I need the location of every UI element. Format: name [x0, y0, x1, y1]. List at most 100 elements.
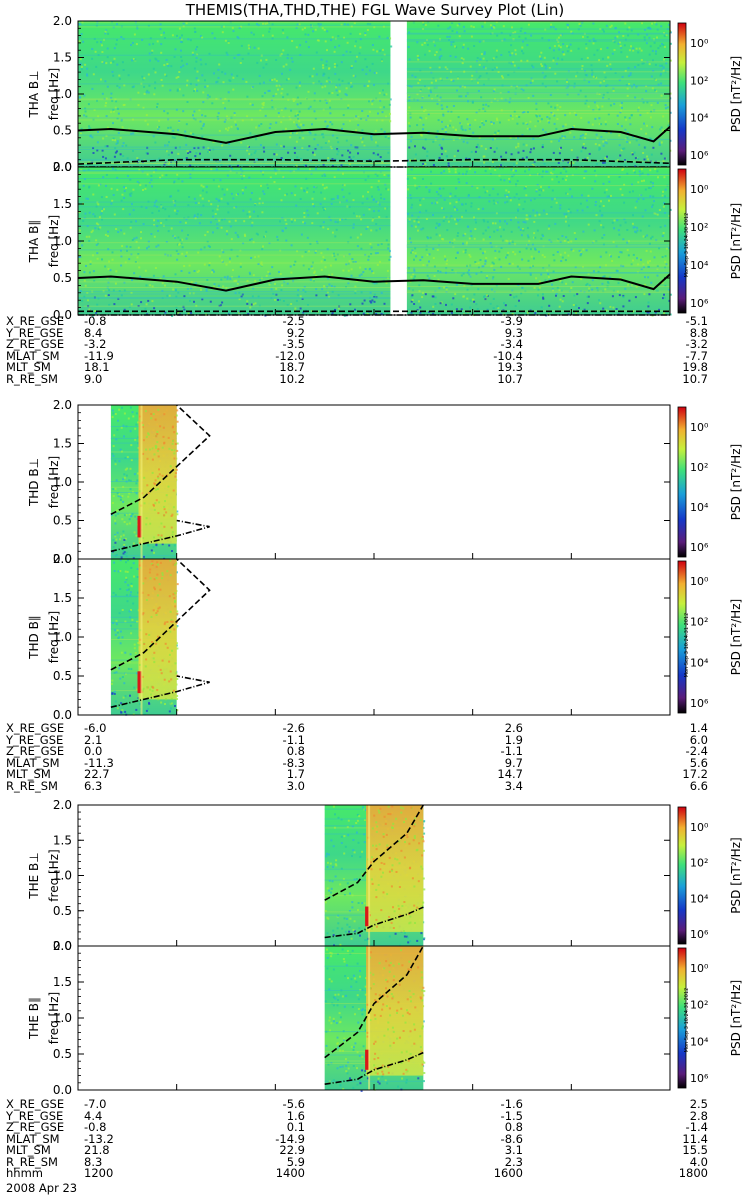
spectrogram-pixel: [324, 901, 327, 904]
spectrogram-pixel: [158, 473, 161, 476]
spectrogram-pixel: [455, 283, 458, 286]
spectrogram-pixel: [384, 822, 387, 825]
spectrogram-pixel: [600, 48, 602, 51]
spectrogram-pixel: [128, 610, 131, 613]
spectrogram-pixel: [492, 57, 495, 60]
spectrogram-pixel: [161, 543, 164, 546]
spectrogram-pixel: [628, 117, 631, 120]
spectrogram-pixel: [342, 878, 345, 881]
spectrogram-pixel: [598, 108, 601, 111]
spectrogram-pixel: [147, 433, 150, 436]
spectrogram-pixel: [656, 170, 659, 173]
spectrogram-pixel: [529, 120, 532, 123]
spectrogram-pixel: [106, 145, 109, 148]
spectrogram-pixel: [464, 129, 467, 132]
spectrogram-pixel: [169, 670, 172, 673]
spectrogram-band: [78, 206, 391, 208]
spectrogram-pixel: [218, 219, 221, 222]
spectrogram-pixel: [660, 72, 662, 75]
spectrogram-pixel: [480, 96, 483, 99]
spectrogram-pixel: [621, 193, 624, 196]
spectrogram-pixel: [237, 37, 240, 40]
spectrogram-pixel: [322, 256, 325, 259]
spectrogram-pixel: [355, 129, 358, 132]
spectrogram-pixel: [491, 261, 494, 264]
spectrogram-pixel: [634, 157, 637, 160]
spectrogram-pixel: [346, 23, 349, 26]
spectrogram-pixel: [371, 299, 374, 302]
spectrogram-pixel: [259, 279, 261, 282]
spectrogram-pixel: [599, 266, 602, 269]
spectrogram-pixel: [411, 249, 414, 252]
spectrogram-pixel: [142, 78, 145, 81]
spectrogram-pixel: [494, 311, 497, 314]
spectrogram-pixel: [425, 218, 428, 220]
spectrogram-pixel: [581, 209, 584, 212]
spectrogram-pixel: [223, 218, 226, 221]
spectrogram-pixel: [154, 141, 157, 144]
spectrogram-pixel: [431, 202, 434, 205]
spectrogram-pixel: [508, 61, 511, 64]
spectrogram-pixel: [641, 215, 644, 218]
spectrogram-pixel: [587, 223, 590, 226]
spectrogram-pixel: [559, 253, 562, 256]
spectrogram-pixel: [84, 63, 87, 66]
spectrogram-pixel: [136, 576, 139, 578]
spectrogram-pixel: [129, 653, 132, 656]
spectrogram-pixel: [494, 257, 497, 259]
spectrogram-pixel: [164, 500, 166, 503]
spectrogram-pixel: [450, 43, 453, 46]
spectrogram-pixel: [269, 176, 272, 179]
spectrogram-pixel: [367, 258, 370, 261]
spectrogram-pixel: [341, 154, 344, 157]
spectrogram-pixel: [495, 117, 498, 120]
spectrogram-pixel: [610, 194, 612, 197]
spectrogram-pixel: [119, 630, 122, 633]
spectrogram-pixel: [436, 94, 439, 97]
spectrogram-pixel: [366, 197, 369, 200]
spectrogram-pixel: [158, 606, 161, 609]
spectrogram-pixel: [217, 118, 220, 121]
spectrogram-band: [78, 172, 391, 174]
spectrogram-pixel: [350, 268, 353, 271]
spectrogram-pixel: [255, 158, 258, 161]
spectrogram-band: [406, 167, 670, 169]
spectrogram-pixel: [313, 153, 316, 156]
spectrogram-pixel: [295, 123, 298, 126]
spectrogram-pixel: [513, 296, 516, 299]
spectrogram-pixel: [140, 237, 142, 240]
spectrogram-pixel: [617, 256, 620, 259]
spectrogram-pixel: [430, 71, 433, 74]
spectrogram-pixel: [137, 246, 140, 249]
spectrogram-pixel: [566, 93, 569, 96]
spectrogram-pixel: [114, 487, 117, 490]
spectrogram-pixel: [591, 187, 594, 190]
spectrogram-pixel: [343, 852, 346, 855]
spectrogram-pixel: [201, 298, 204, 301]
spectrogram-pixel: [112, 110, 115, 113]
spectrogram-pixel: [541, 146, 544, 149]
spectrogram-pixel: [602, 182, 605, 185]
spectrogram-pixel: [95, 222, 98, 225]
spectrogram-pixel: [439, 48, 442, 51]
spectrogram-pixel: [221, 260, 224, 263]
spectrogram-pixel: [630, 114, 633, 117]
spectrogram-pixel: [147, 594, 150, 597]
spectrogram-pixel: [175, 621, 178, 624]
spectrogram-pixel: [618, 31, 620, 34]
spectrogram-pixel: [200, 214, 203, 217]
spectrogram-pixel: [541, 71, 544, 74]
spectrogram-pixel: [78, 211, 81, 214]
spectrogram-pixel: [343, 255, 345, 258]
spectrogram-pixel: [559, 46, 562, 49]
spectrogram-pixel: [465, 95, 467, 98]
spectrogram-band: [78, 54, 391, 56]
spectrogram-pixel: [632, 190, 634, 193]
spectrogram-pixel: [585, 170, 588, 173]
spectrogram-pixel: [249, 239, 251, 241]
spectrogram-pixel: [366, 29, 369, 31]
spectrogram-pixel: [487, 226, 490, 229]
spectrogram-pixel: [664, 107, 667, 110]
spectrogram-pixel: [134, 58, 137, 61]
spectrogram-pixel: [185, 157, 188, 160]
